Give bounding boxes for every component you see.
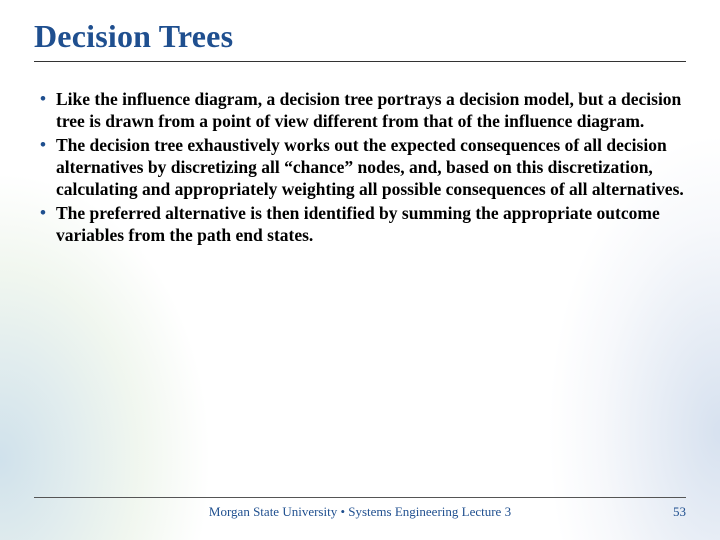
bullet-item: The preferred alternative is then identi… [38,202,684,246]
bullet-item: Like the influence diagram, a decision t… [38,88,684,132]
footer: Morgan State University • Systems Engine… [34,497,686,520]
bullet-item: The decision tree exhaustively works out… [38,134,684,200]
footer-rule [34,497,686,498]
page-number: 53 [656,504,686,520]
slide-title: Decision Trees [34,18,686,62]
bullet-list: Like the influence diagram, a decision t… [34,88,686,246]
slide: Decision Trees Like the influence diagra… [0,0,720,540]
footer-text: Morgan State University • Systems Engine… [64,504,656,520]
footer-row: Morgan State University • Systems Engine… [34,504,686,520]
